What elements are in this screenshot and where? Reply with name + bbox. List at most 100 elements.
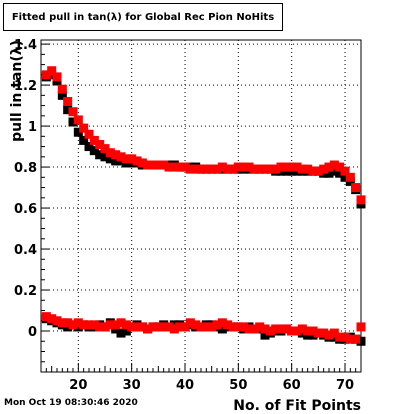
data-point <box>63 96 73 106</box>
data-point <box>89 135 99 145</box>
data-point <box>180 162 190 172</box>
data-point <box>143 160 153 170</box>
data-point <box>335 332 345 342</box>
data-point <box>196 164 206 174</box>
data-point <box>111 150 121 160</box>
data-point <box>95 322 105 332</box>
data-point <box>292 326 302 336</box>
x-tick-label: 30 <box>123 378 141 393</box>
data-point <box>52 316 62 326</box>
data-point <box>217 162 227 172</box>
data-point <box>164 162 174 172</box>
data-point <box>100 152 110 162</box>
data-point <box>127 154 137 164</box>
y-tick-label: 0.8 <box>14 161 37 176</box>
y-tick-labels: 0 0.2 0.4 0.6 0.8 1 1.2 1.4 <box>14 38 37 340</box>
data-point <box>137 158 147 168</box>
y-tick-label: 0.6 <box>14 202 37 217</box>
data-point <box>276 324 286 334</box>
data-point <box>89 320 99 330</box>
data-point <box>137 322 147 332</box>
data-point <box>244 162 254 172</box>
data-point <box>57 84 67 94</box>
data-point <box>207 164 217 174</box>
data-point <box>175 322 185 332</box>
data-point <box>324 162 334 172</box>
data-point <box>41 70 51 80</box>
data-point <box>79 320 89 330</box>
data-point <box>185 318 195 328</box>
data-point <box>233 162 243 172</box>
series-1 <box>41 66 366 205</box>
data-point <box>249 164 259 174</box>
data-point <box>68 107 78 117</box>
data-point <box>271 164 281 174</box>
data-point <box>340 172 350 182</box>
data-point <box>351 183 361 193</box>
data-point <box>116 328 126 338</box>
data-point <box>223 320 233 330</box>
data-point <box>212 164 222 174</box>
data-point <box>244 324 254 334</box>
data-point <box>265 326 275 336</box>
data-point <box>319 164 329 174</box>
data-point <box>57 90 67 100</box>
data-point <box>95 140 105 150</box>
data-point <box>233 322 243 332</box>
data-point <box>324 168 334 178</box>
data-point <box>164 322 174 332</box>
data-point <box>105 148 115 158</box>
data-point <box>271 324 281 334</box>
data-point <box>111 320 121 330</box>
data-point <box>356 336 366 346</box>
data-point <box>260 164 270 174</box>
data-point <box>73 115 83 125</box>
data-point <box>116 152 126 162</box>
data-point <box>63 318 73 328</box>
data-point <box>116 318 126 328</box>
data-point <box>340 332 350 342</box>
y-axis-label: pull in tan(λ) <box>9 40 25 142</box>
data-point <box>292 162 302 172</box>
data-point <box>63 105 73 115</box>
x-tick-label: 40 <box>176 378 194 393</box>
data-point <box>191 320 201 330</box>
x-axis-label: No. of Fit Points <box>233 398 361 414</box>
data-point <box>335 168 345 178</box>
data-point <box>297 324 307 334</box>
data-point <box>148 322 158 332</box>
data-point <box>159 160 169 170</box>
y-tick-label: 1.2 <box>14 79 37 94</box>
data-point <box>169 324 179 334</box>
chart-title: Fitted pull in tan(λ) for Global Rec Pio… <box>3 3 283 31</box>
data-point <box>105 320 115 330</box>
data-point <box>201 164 211 174</box>
x-tick-label: 70 <box>336 378 354 393</box>
data-point <box>335 162 345 172</box>
data-point <box>100 144 110 154</box>
data-point <box>41 312 51 322</box>
data-point <box>345 172 355 182</box>
data-point <box>281 162 291 172</box>
data-point <box>223 164 233 174</box>
data-point <box>95 150 105 160</box>
data-point <box>84 129 94 139</box>
data-point <box>303 326 313 336</box>
x-tick-labels: 20 30 40 50 60 70 <box>69 378 354 393</box>
timestamp: Mon Oct 19 08:30:46 2020 <box>4 398 138 408</box>
y-tick-label: 0.2 <box>14 284 37 299</box>
data-point <box>68 117 78 127</box>
y-tick-label: 1 <box>28 120 37 135</box>
data-point <box>79 123 89 133</box>
data-point <box>79 135 89 145</box>
data-point <box>111 156 121 166</box>
data-point <box>207 322 217 332</box>
x-tick-label: 60 <box>283 378 301 393</box>
data-point <box>329 160 339 170</box>
data-point <box>121 154 131 164</box>
data-point <box>340 166 350 176</box>
data-point <box>212 320 222 330</box>
data-point <box>185 164 195 174</box>
data-point <box>169 162 179 172</box>
data-point <box>217 324 227 334</box>
